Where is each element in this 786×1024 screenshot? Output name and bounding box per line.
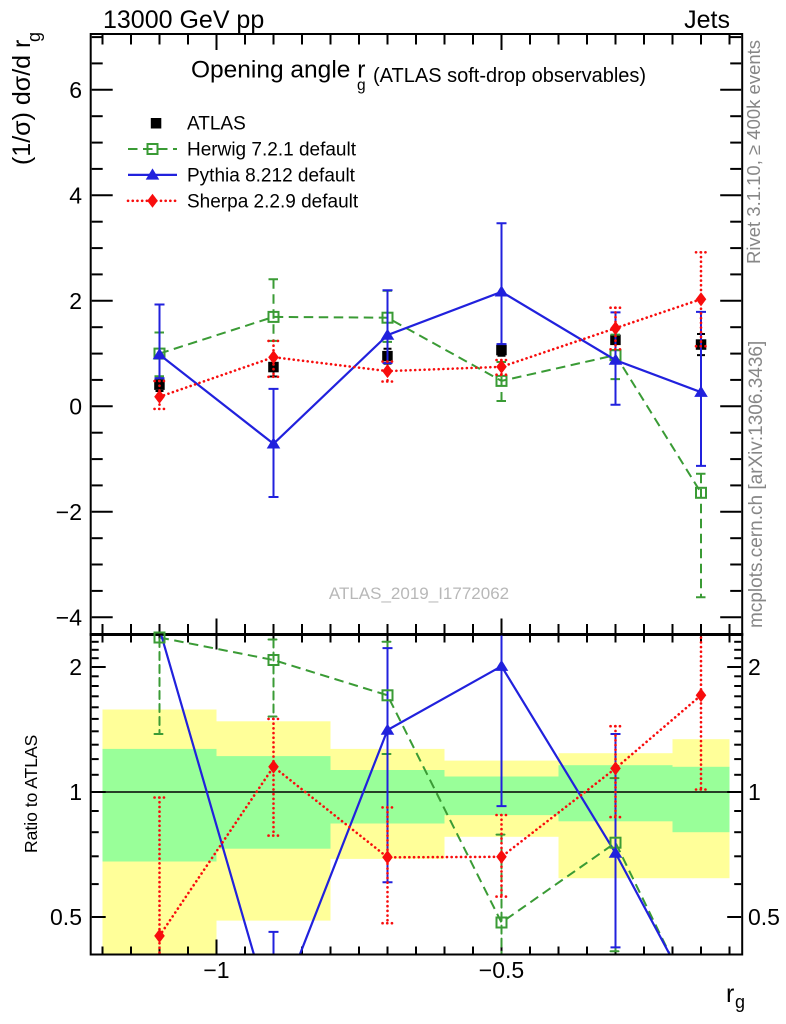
svg-text:−0.5: −0.5 <box>479 957 524 983</box>
svg-text:Sherpa 2.2.9 default: Sherpa 2.2.9 default <box>187 191 359 212</box>
svg-text:mcplots.cern.ch [arXiv:1306.34: mcplots.cern.ch [arXiv:1306.3436] <box>746 341 767 628</box>
svg-text:6: 6 <box>69 77 82 103</box>
svg-text:2: 2 <box>748 654 761 680</box>
svg-text:Pythia 8.212 default: Pythia 8.212 default <box>187 165 356 186</box>
svg-text:4: 4 <box>69 182 82 208</box>
svg-text:Ratio to ATLAS: Ratio to ATLAS <box>21 735 41 853</box>
svg-text:g: g <box>357 77 366 94</box>
svg-text:g: g <box>735 992 745 1012</box>
svg-text:Opening angle r: Opening angle r <box>191 57 365 84</box>
svg-text:g: g <box>24 32 44 42</box>
svg-text:r: r <box>726 980 734 1008</box>
svg-text:(1/σ) dσ/d r: (1/σ) dσ/d r <box>8 40 36 165</box>
svg-text:−4: −4 <box>56 604 82 630</box>
svg-text:2: 2 <box>69 288 82 314</box>
svg-text:1: 1 <box>69 779 82 805</box>
svg-text:0: 0 <box>69 393 82 419</box>
svg-text:1: 1 <box>748 779 761 805</box>
svg-text:13000 GeV pp: 13000 GeV pp <box>103 6 264 34</box>
svg-text:2: 2 <box>69 654 82 680</box>
svg-text:−2: −2 <box>56 499 82 525</box>
svg-text:0.5: 0.5 <box>748 904 780 930</box>
svg-text:−1: −1 <box>203 957 229 983</box>
svg-text:Jets: Jets <box>684 6 730 34</box>
svg-text:Herwig 7.2.1 default: Herwig 7.2.1 default <box>187 140 357 161</box>
svg-text:ATLAS_2019_I1772062: ATLAS_2019_I1772062 <box>329 584 509 603</box>
svg-text:Rivet 3.1.10, ≥ 400k events: Rivet 3.1.10, ≥ 400k events <box>743 40 764 264</box>
svg-text:ATLAS: ATLAS <box>187 114 246 135</box>
svg-text:0.5: 0.5 <box>50 904 82 930</box>
svg-text:(ATLAS soft-drop observables): (ATLAS soft-drop observables) <box>373 65 646 87</box>
